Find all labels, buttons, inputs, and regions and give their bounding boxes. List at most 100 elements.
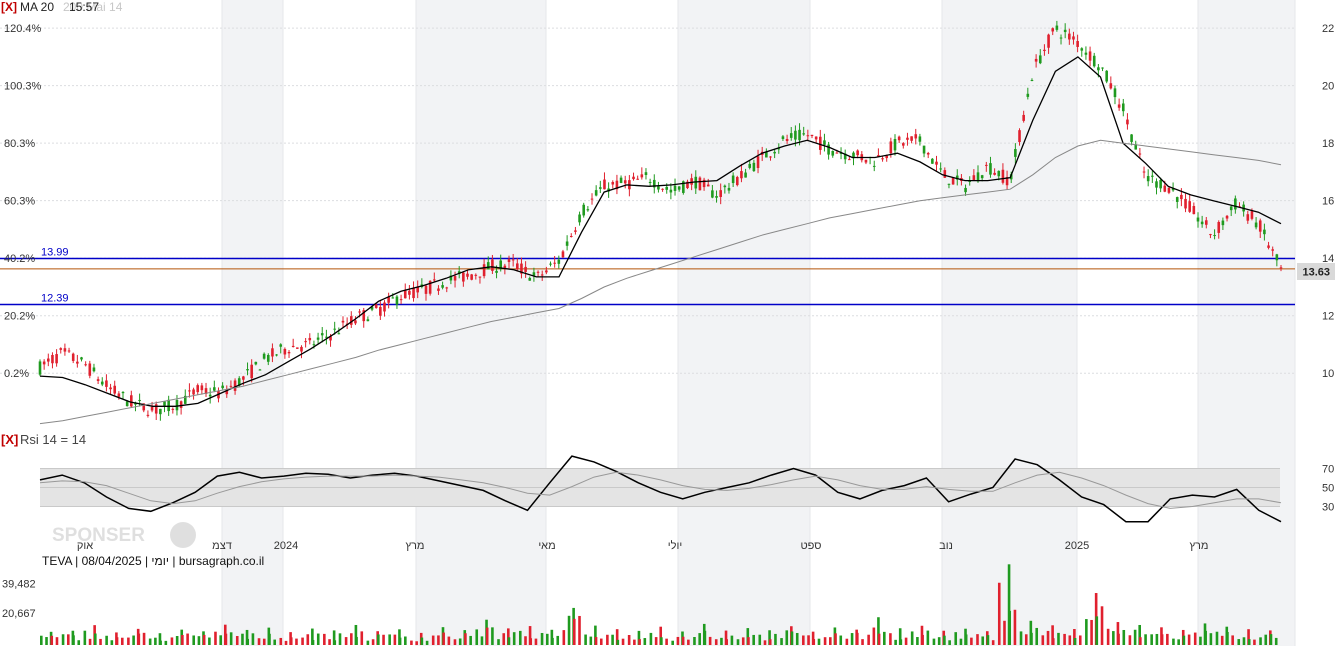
volume-bar [698,633,701,645]
candle-body [980,175,984,179]
candle-body [329,336,332,341]
price-close-marker[interactable]: [X] [1,0,17,14]
volume-bar [1172,638,1175,645]
volume-bar [720,637,723,645]
candle-body [1101,67,1104,69]
candle-body [976,172,980,182]
volume-bar [366,640,370,645]
volume-bar [867,634,870,645]
candle-body [918,136,922,142]
volume-bar [1139,637,1142,645]
volume-bar [105,635,108,645]
volume-bar [845,638,849,645]
volume-bar [507,637,511,645]
candle-body [1076,41,1079,47]
volume-bar [72,635,75,645]
volume-bar [1068,635,1072,645]
candle-body [910,136,913,141]
volume-bar [354,624,358,645]
candle-body [1088,51,1092,61]
time-label: 15:57 [69,0,99,14]
volume-bar [724,630,728,645]
volume-bar [703,630,707,645]
volume-bar [687,639,690,645]
volume-bar [584,634,587,645]
candle-body [453,276,457,281]
price-axis-tick: 20 [1322,81,1334,93]
date-axis-tick: 2025 [1065,540,1089,552]
volume-bar [1063,633,1066,645]
candle-body [362,310,366,322]
candle-body [1063,29,1067,33]
volume-bar [839,635,843,645]
volume-bar [50,635,54,645]
volume-bar [311,628,314,645]
volume-bar [898,628,902,645]
candle-body [528,277,532,281]
candle-body [1055,25,1059,30]
candle-body [47,358,50,362]
candle-body [167,399,170,412]
rsi-close-marker[interactable]: [X] [1,432,18,447]
volume-bar [154,637,157,645]
candle-body [740,171,743,179]
volume-bar [344,637,348,645]
candle-body [652,179,656,188]
volume-axis-tick: 39,482 [2,579,36,591]
volume-bar [774,633,777,645]
volume-bar [289,637,293,645]
volume-bar [224,633,228,645]
volume-bar [861,639,864,645]
watermark-text: SPONSER [52,525,145,546]
volume-bar [99,638,102,645]
volume-bar [621,638,625,645]
volume-bar [725,639,728,645]
candle-body [611,181,615,185]
volume-bar [823,637,827,645]
volume-bar [360,631,364,645]
candle-body [474,274,478,276]
candle-body [370,306,374,310]
candle-body [1196,217,1200,222]
candle-body [1225,215,1229,219]
volume-bar [475,629,479,645]
candle-body [1026,93,1030,97]
candle-body [1043,49,1046,52]
grid-lines [0,0,1296,646]
candle-body [569,236,573,238]
volume-bar [268,633,271,645]
volume-bar [284,640,288,645]
candle-body [1138,153,1142,155]
candle-body [258,369,262,371]
candle-body [798,129,801,141]
volume-bar [638,639,641,645]
volume-bar [534,638,538,645]
candle-body [549,263,552,265]
volume-bar [1013,609,1017,645]
candle-body [1250,211,1254,219]
candle-body [885,155,889,159]
volume-bar [654,637,658,645]
volume-bar [497,639,500,645]
candle-body [619,177,623,183]
candle-body [1014,149,1017,157]
volume-bar [55,637,59,645]
percent-axis-tick: 0.2% [4,368,29,380]
volume-bar [262,638,266,645]
volume-bar [1199,636,1202,645]
volume-bar [964,634,968,645]
volume-bar [257,638,261,645]
candle-body [723,185,727,188]
volume-bar [785,630,789,645]
rsi-axis-tick: 70 [1322,464,1334,476]
candle-body [432,279,436,281]
candle-body [399,299,403,301]
candle-body [403,290,407,299]
candle-body [686,181,689,189]
candle-body [462,272,465,282]
volume-bar [338,633,342,645]
volume-bar [1041,635,1045,645]
volume-bar [981,636,985,645]
candle-body [806,135,810,137]
candle-body [640,174,644,178]
